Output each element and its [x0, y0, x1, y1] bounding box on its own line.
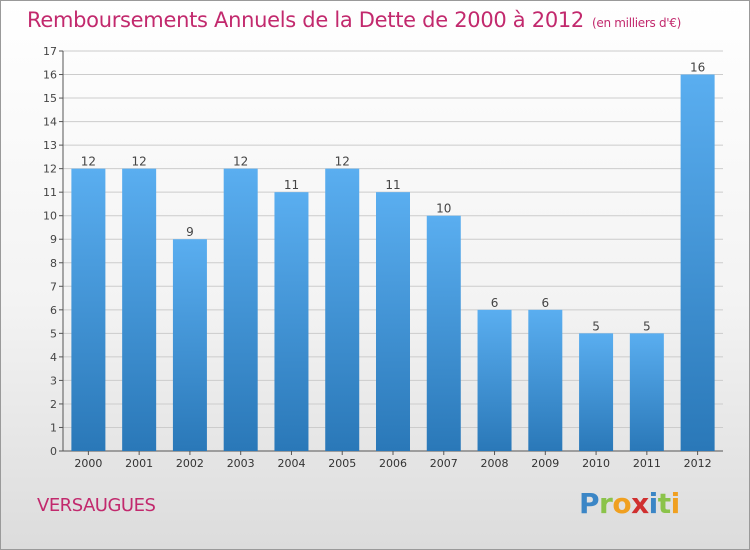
bar-2009	[528, 309, 563, 451]
bar-2005	[325, 168, 360, 451]
bars	[71, 74, 715, 452]
commune-name: VERSAUGUES	[37, 495, 156, 516]
y-tick-label: 13	[43, 139, 57, 152]
value-label-2000: 12	[81, 155, 96, 169]
x-tick-label-2010: 2010	[582, 457, 610, 470]
y-tick-label: 15	[43, 92, 57, 105]
chart-subtitle: (en milliers d'€)	[592, 16, 682, 30]
labels: 0123456789101112131415161712200012200192…	[43, 45, 712, 470]
y-tick-label: 5	[50, 327, 57, 340]
bar-2006	[376, 192, 410, 452]
x-tick-label-2008: 2008	[481, 457, 509, 470]
value-label-2001: 12	[132, 155, 147, 169]
bar-2012	[680, 74, 715, 451]
y-tick-label: 0	[50, 445, 57, 458]
logo-letter: t	[657, 487, 671, 520]
logo-letter: i	[670, 487, 681, 520]
value-label-2010: 5	[592, 319, 600, 333]
y-tick-label: 7	[50, 280, 57, 293]
x-tick-label-2001: 2001	[125, 457, 153, 470]
proxiti-logo[interactable]: Proxiti	[579, 487, 680, 520]
bar-2008	[477, 309, 512, 451]
value-label-2004: 11	[284, 178, 299, 192]
logo-letter: P	[579, 487, 600, 520]
x-tick-label-2006: 2006	[379, 457, 407, 470]
bar-2000	[71, 168, 106, 451]
value-label-2011: 5	[643, 319, 651, 333]
y-tick-label: 10	[43, 210, 57, 223]
bar-2010	[579, 333, 614, 451]
value-label-2007: 10	[436, 202, 451, 216]
value-label-2002: 9	[186, 225, 194, 239]
logo-letter: r	[599, 487, 613, 520]
y-tick-label: 8	[50, 257, 57, 270]
logo-letter: x	[631, 487, 649, 520]
x-tick-label-2012: 2012	[684, 457, 712, 470]
x-tick-label-2009: 2009	[531, 457, 559, 470]
x-tick-label-2011: 2011	[633, 457, 661, 470]
x-tick-label-2003: 2003	[227, 457, 255, 470]
x-tick-label-2007: 2007	[430, 457, 458, 470]
x-tick-label-2004: 2004	[277, 457, 305, 470]
value-label-2005: 12	[335, 155, 350, 169]
value-label-2003: 12	[233, 155, 248, 169]
value-label-2012: 16	[690, 61, 705, 75]
y-tick-label: 14	[43, 116, 57, 129]
bar-2004	[274, 192, 309, 452]
value-label-2009: 6	[541, 296, 549, 310]
logo-letter: i	[648, 487, 659, 520]
bar-2007	[426, 215, 461, 451]
value-label-2008: 6	[491, 296, 499, 310]
bar-2003	[223, 168, 258, 451]
y-tick-label: 11	[43, 186, 57, 199]
y-tick-label: 6	[50, 304, 57, 317]
y-tick-label: 16	[43, 69, 57, 82]
y-tick-label: 2	[50, 398, 57, 411]
value-label-2006: 11	[385, 178, 400, 192]
x-tick-label-2002: 2002	[176, 457, 204, 470]
y-tick-label: 17	[43, 45, 57, 58]
y-tick-label: 9	[50, 233, 57, 246]
chart-title: Remboursements Annuels de la Dette de 20…	[27, 8, 681, 32]
y-tick-label: 1	[50, 421, 57, 434]
bar-2011	[629, 333, 664, 451]
x-tick-label-2000: 2000	[74, 457, 102, 470]
y-tick-label: 3	[50, 374, 57, 387]
y-tick-label: 4	[50, 351, 57, 364]
x-tick-label-2005: 2005	[328, 457, 356, 470]
chart-title-text: Remboursements Annuels de la Dette de 20…	[27, 8, 584, 32]
logo-letter: o	[612, 487, 632, 520]
bar-2001	[122, 168, 157, 451]
bar-2002	[172, 239, 207, 451]
y-tick-label: 12	[43, 163, 57, 176]
